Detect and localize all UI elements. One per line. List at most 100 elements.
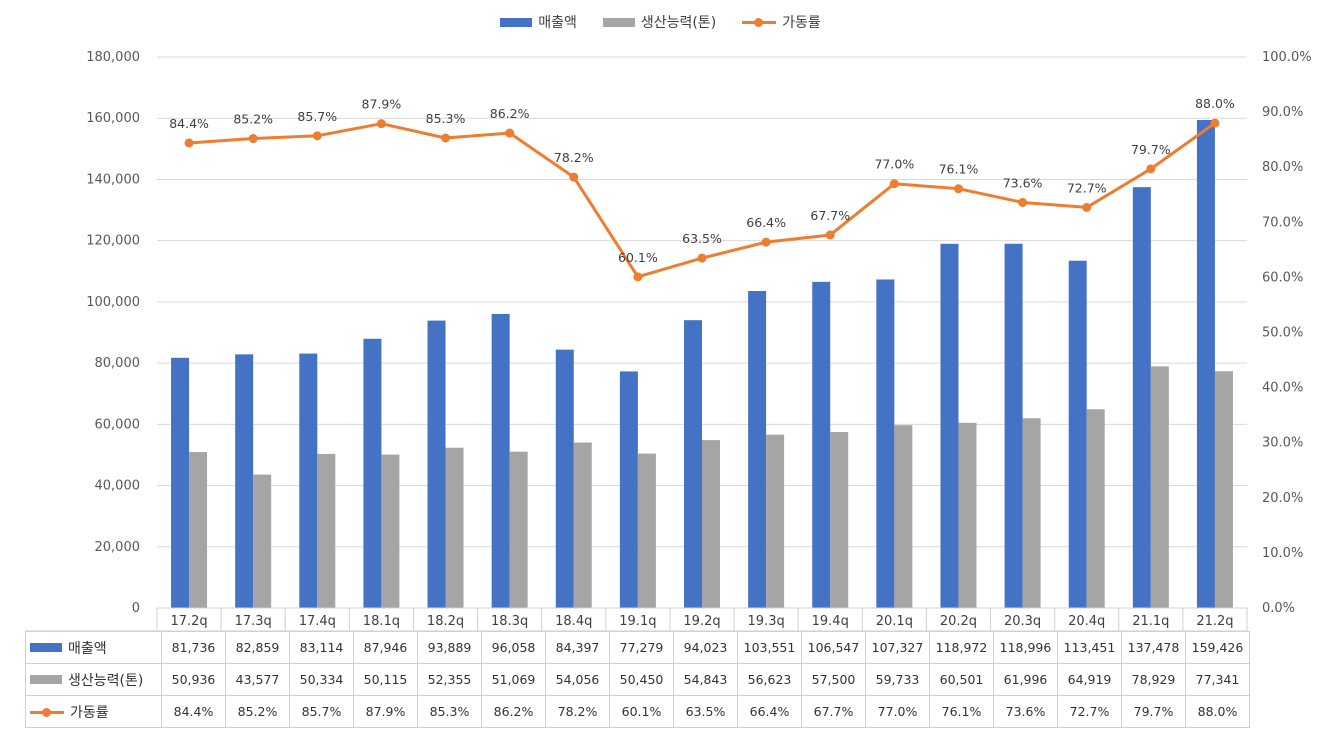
table-cell: 159,426: [1185, 631, 1250, 664]
x-tick-label: 20.2q: [940, 614, 977, 629]
y-tick-label: 120,000: [86, 234, 140, 249]
table-cell: 88.0%: [1185, 695, 1250, 728]
point-utilization: [312, 131, 322, 141]
x-tick-label: 19.3q: [748, 614, 785, 629]
table-cell: 77,341: [1185, 663, 1250, 696]
table-cell: 54,056: [545, 663, 610, 696]
table-cell: 118,972: [929, 631, 994, 664]
table-cell: 106,547: [801, 631, 866, 664]
x-tick-label: 17.4q: [299, 614, 336, 629]
bar-capacity: [830, 431, 849, 608]
x-tick-label: 21.2q: [1196, 614, 1233, 629]
legend-label-utilization: 가동률: [782, 15, 821, 31]
table-legend-key: [30, 643, 62, 652]
y2-tick-label: 40.0%: [1262, 381, 1303, 396]
bar-capacity: [637, 453, 656, 608]
y-tick-label: 160,000: [86, 111, 140, 126]
bar-capacity: [702, 440, 720, 608]
data-label-utilization: 85.2%: [233, 112, 273, 127]
bar-capacity: [958, 422, 977, 608]
data-label-utilization: 76.1%: [939, 162, 979, 177]
data-label-utilization: 87.9%: [362, 97, 402, 112]
bar-sales: [427, 320, 446, 608]
bar-sales: [491, 313, 510, 608]
x-tick-label: 19.1q: [619, 614, 656, 629]
point-utilization: [376, 119, 386, 129]
table-cell: 137,478: [1121, 631, 1186, 664]
table-cell: 78,929: [1121, 663, 1186, 696]
y-tick-label: 40,000: [95, 479, 141, 494]
table-cell: 50,450: [609, 663, 674, 696]
y2-tick-label: 100.0%: [1262, 50, 1312, 65]
table-cell: 78.2%: [545, 695, 610, 728]
legend-swatch-capacity: [602, 17, 635, 27]
point-utilization: [1210, 118, 1220, 128]
bar-capacity: [766, 434, 785, 608]
bar-sales: [1004, 243, 1023, 608]
x-tick-label: 18.4q: [555, 614, 592, 629]
table-cell: 60,501: [929, 663, 994, 696]
data-label-utilization: 88.0%: [1195, 96, 1235, 111]
data-label-utilization: 79.7%: [1131, 142, 1171, 157]
point-utilization: [1082, 202, 1092, 212]
legend-item-sales: 매출액: [500, 12, 577, 32]
data-label-utilization: 77.0%: [874, 157, 914, 172]
bar-sales: [1196, 119, 1215, 608]
table-cell: 93,889: [417, 631, 482, 664]
bar-sales: [235, 354, 254, 608]
y-tick-label: 180,000: [86, 50, 140, 65]
x-tick-label: 20.3q: [1004, 614, 1041, 629]
table-row-sales: 매출액 81,736 82,859 83,114 87,946 93,889 96,058 8…: [25, 631, 1250, 664]
table-cell: 72.7%: [1057, 695, 1122, 728]
table-cell: 50,115: [353, 663, 418, 696]
table-cell: 113,451: [1057, 631, 1122, 664]
data-label-utilization: 85.7%: [297, 109, 337, 124]
y2-tick-label: 30.0%: [1262, 436, 1303, 451]
table-cell: 87.9%: [353, 695, 418, 728]
y2-tick-label: 0.0%: [1262, 601, 1295, 616]
point-utilization: [825, 230, 835, 240]
table-legend-key: [30, 675, 62, 684]
y-tick-label: 140,000: [86, 172, 140, 187]
y2-tick-label: 60.0%: [1262, 270, 1303, 285]
x-tick-label: 19.2q: [683, 614, 720, 629]
data-label-utilization: 67.7%: [810, 208, 850, 223]
table-cell: 64,919: [1057, 663, 1122, 696]
legend-swatch-sales: [500, 17, 533, 27]
point-utilization: [1018, 197, 1028, 207]
x-tick-label: 19.4q: [812, 614, 849, 629]
table-cell: 85.7%: [289, 695, 354, 728]
legend-label-sales: 매출액: [538, 15, 577, 31]
x-tick-label: 20.1q: [876, 614, 913, 629]
table-cell: 77,279: [609, 631, 674, 664]
point-utilization: [953, 184, 963, 194]
data-label-utilization: 60.1%: [618, 250, 658, 265]
table-cell: 77.0%: [865, 695, 930, 728]
x-tick-label: 20.4q: [1068, 614, 1105, 629]
table-cell: 43,577: [225, 663, 290, 696]
point-utilization: [1146, 164, 1156, 174]
bar-capacity: [509, 451, 528, 608]
table-cell: 50,936: [161, 663, 226, 696]
x-tick-label: 21.1q: [1132, 614, 1169, 629]
x-tick-label: 17.3q: [235, 614, 272, 629]
bar-capacity: [573, 442, 592, 608]
x-tick-label: 18.1q: [363, 614, 400, 629]
table-cell: 63.5%: [673, 695, 738, 728]
data-label-utilization: 86.2%: [490, 106, 530, 121]
table-cell: 84.4%: [161, 695, 226, 728]
y-tick-label: 100,000: [86, 295, 140, 310]
table-cell: 61,996: [993, 663, 1058, 696]
table-cell: 83,114: [289, 631, 354, 664]
data-label-utilization: 84.4%: [169, 116, 209, 131]
table-row-label: 생산능력(톤): [68, 672, 144, 689]
bar-capacity: [1086, 409, 1105, 608]
bar-capacity: [894, 425, 913, 608]
bar-capacity: [317, 453, 336, 608]
table-cell: 50,334: [289, 663, 354, 696]
table-cell: 85.2%: [225, 695, 290, 728]
bar-sales: [555, 349, 574, 608]
data-label-utilization: 78.2%: [554, 150, 594, 165]
table-cell: 107,327: [865, 631, 930, 664]
bar-sales: [299, 353, 318, 608]
